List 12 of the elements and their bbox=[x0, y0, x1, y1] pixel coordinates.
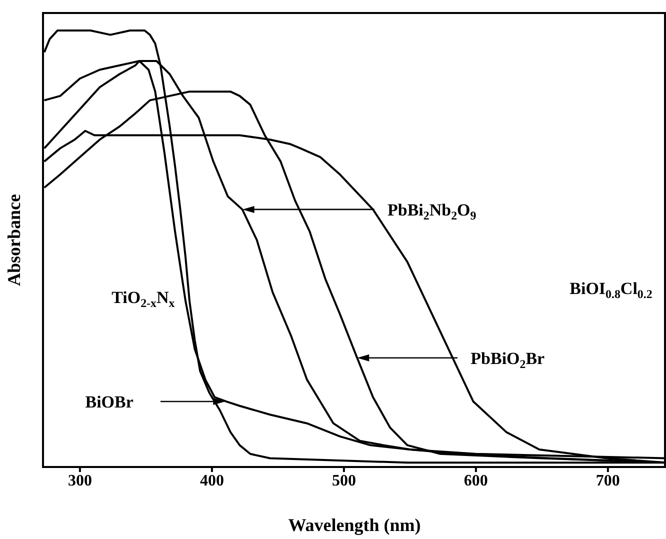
annotation: PbBiO$_{2}$Br bbox=[470, 348, 546, 370]
annotation: BiOI$_{0.8}$Cl$_{0.2}$ bbox=[570, 279, 652, 301]
x-axis-title: Wavelength (nm) bbox=[288, 515, 421, 535]
y-axis-title: Absorbance bbox=[4, 194, 24, 286]
annotation: TiO$_{2-x}$N$_{x}$ bbox=[112, 288, 175, 310]
annotation: BiOBr bbox=[85, 392, 134, 412]
x-tick-label: 600 bbox=[464, 472, 488, 490]
x-tick-label: 300 bbox=[68, 472, 92, 490]
x-tick-label: 500 bbox=[332, 472, 356, 490]
annotation: PbBi$_{2}$Nb$_{2}$O$_{9}$ bbox=[388, 200, 476, 222]
x-tick-label: 400 bbox=[200, 472, 224, 490]
x-tick-label: 700 bbox=[596, 472, 620, 490]
